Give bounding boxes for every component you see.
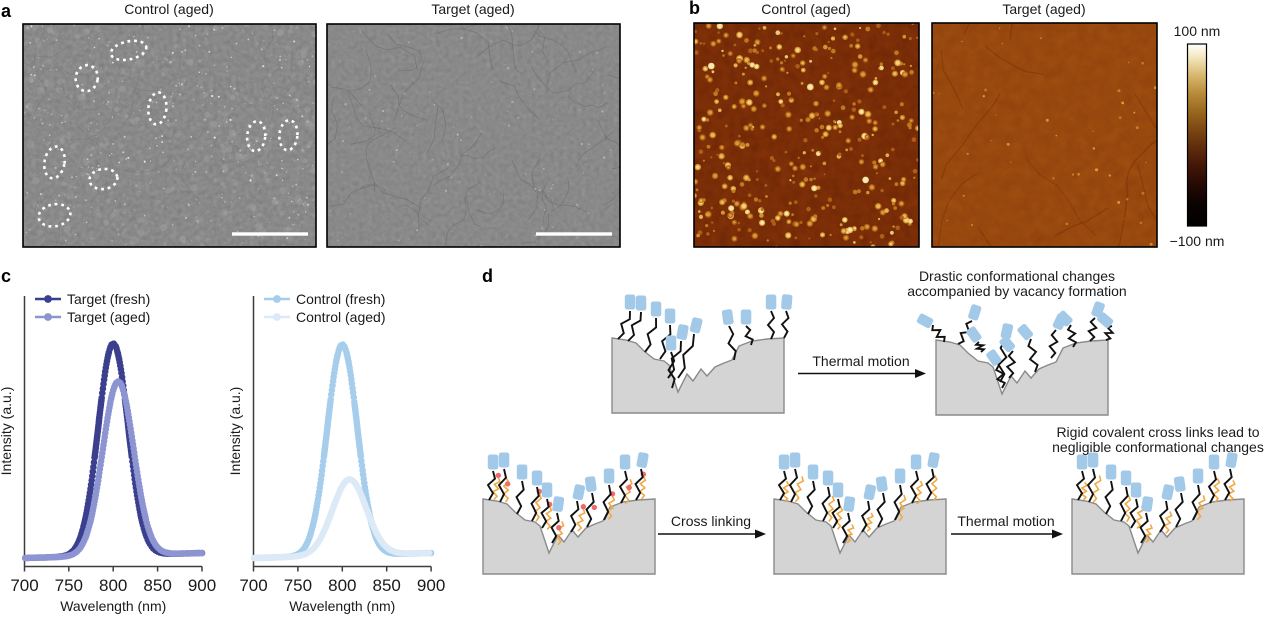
svg-text:Wavelength (nm): Wavelength (nm) xyxy=(289,598,395,614)
svg-text:Intensity (a.u.): Intensity (a.u.) xyxy=(0,387,14,476)
svg-text:d: d xyxy=(482,266,493,286)
svg-text:Thermal motion: Thermal motion xyxy=(812,353,909,369)
svg-text:Control (aged): Control (aged) xyxy=(761,1,851,17)
svg-text:900: 900 xyxy=(188,576,216,595)
svg-text:750: 750 xyxy=(284,576,312,595)
svg-text:700: 700 xyxy=(10,576,38,595)
svg-text:accompanied by vacancy formati: accompanied by vacancy formation xyxy=(907,283,1126,299)
svg-text:Control (aged): Control (aged) xyxy=(296,309,386,325)
svg-text:700: 700 xyxy=(239,576,267,595)
svg-text:900: 900 xyxy=(417,576,445,595)
svg-text:Thermal motion: Thermal motion xyxy=(957,513,1054,529)
svg-text:Wavelength (nm): Wavelength (nm) xyxy=(60,598,166,614)
svg-text:Control (fresh): Control (fresh) xyxy=(296,291,385,307)
svg-text:Drastic conformational changes: Drastic conformational changes xyxy=(919,268,1115,284)
svg-text:850: 850 xyxy=(143,576,171,595)
svg-text:750: 750 xyxy=(55,576,83,595)
svg-text:c: c xyxy=(1,266,11,286)
svg-text:800: 800 xyxy=(99,576,127,595)
svg-text:Target (fresh): Target (fresh) xyxy=(67,291,150,307)
svg-text:−100 nm: −100 nm xyxy=(1170,233,1225,249)
svg-text:850: 850 xyxy=(373,576,401,595)
svg-text:100 nm: 100 nm xyxy=(1174,23,1221,39)
svg-text:a: a xyxy=(1,1,12,21)
svg-text:Control (aged): Control (aged) xyxy=(124,1,214,17)
svg-text:Target (aged): Target (aged) xyxy=(67,309,150,325)
svg-text:800: 800 xyxy=(328,576,356,595)
svg-text:Target (aged): Target (aged) xyxy=(1002,1,1085,17)
svg-text:Rigid covalent cross links lea: Rigid covalent cross links lead to xyxy=(1056,424,1259,440)
svg-text:Intensity (a.u.): Intensity (a.u.) xyxy=(227,387,243,476)
svg-text:negligible conformational chan: negligible conformational changes xyxy=(1052,439,1264,455)
svg-text:Cross linking: Cross linking xyxy=(671,513,751,529)
svg-text:Target (aged): Target (aged) xyxy=(431,1,514,17)
svg-text:b: b xyxy=(689,0,700,18)
